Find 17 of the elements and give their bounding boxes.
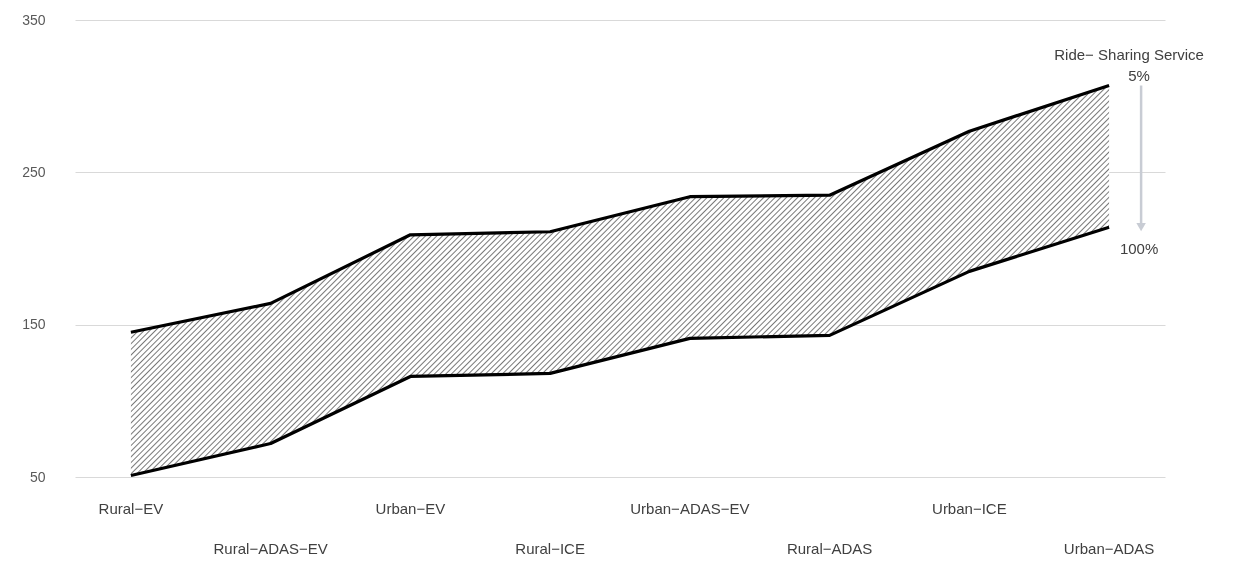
y-tick-label: 50 <box>29 468 46 485</box>
line-series <box>129 83 1111 334</box>
x-tick-label: Urban−ADAS <box>1063 540 1155 557</box>
y-tick-label: 350 <box>22 11 46 28</box>
x-tick-label: Rural−ADAS−EV <box>213 540 328 557</box>
x-tick-label: Rural−ICE <box>515 540 585 557</box>
x-tick-label: Rural−EV <box>98 500 164 517</box>
x-tick-label: Urban−ICE <box>932 500 1007 517</box>
y-tick-label: 150 <box>22 316 46 333</box>
x-tick-label: Rural−ADAS <box>786 540 873 557</box>
series-label: 5% <box>1128 66 1150 84</box>
series-label: 100% <box>1119 240 1159 258</box>
line-series <box>129 225 1111 478</box>
y-tick-label: 250 <box>22 163 46 180</box>
legend-title: Ride− Sharing Service <box>1054 46 1204 63</box>
x-tick-label: Urban−EV <box>375 500 446 517</box>
x-tick-label: Urban−ADAS−EV <box>630 500 750 517</box>
